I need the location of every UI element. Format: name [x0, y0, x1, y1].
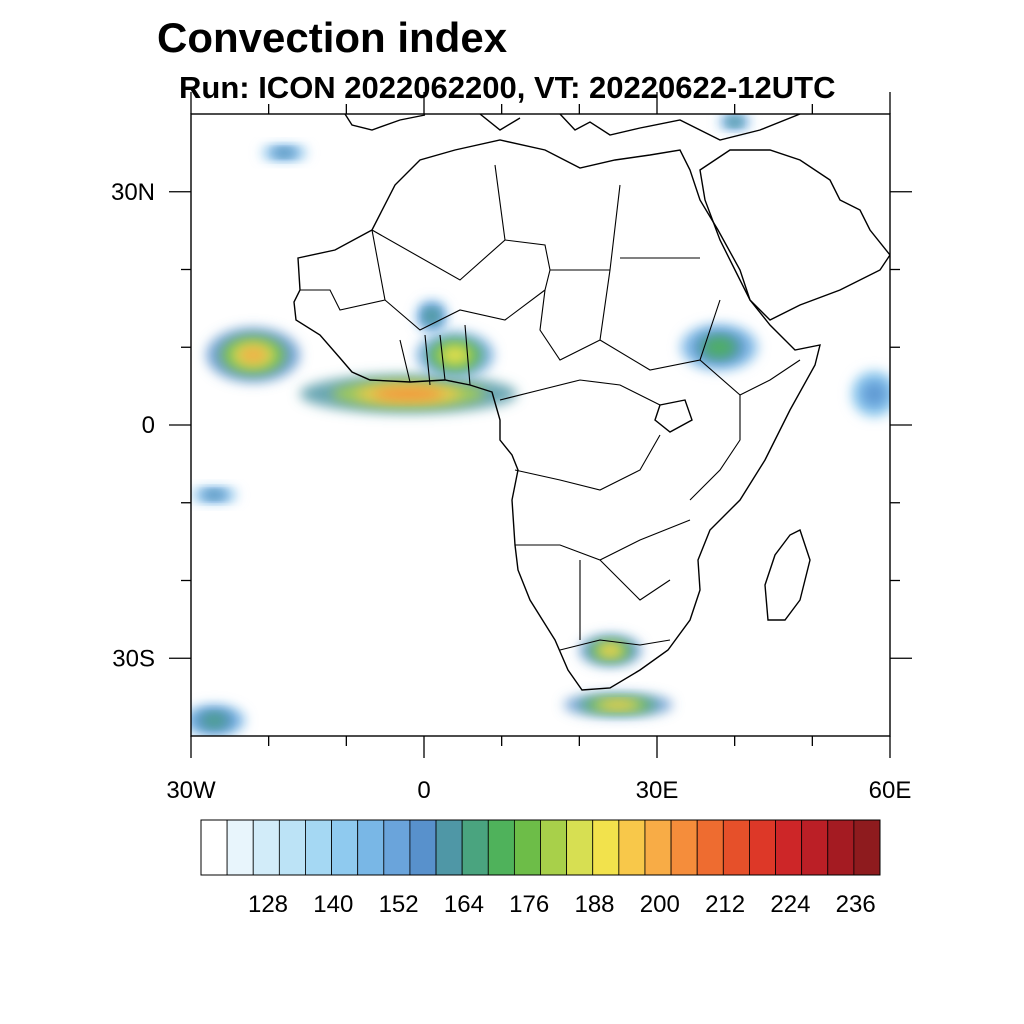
map-background — [191, 114, 890, 736]
map-plot-area — [191, 114, 890, 736]
border-south-africa — [559, 639, 671, 651]
colorbar-swatch — [305, 819, 332, 876]
convection-cell-southwest-corner — [191, 704, 246, 736]
colorbar-label: 236 — [836, 891, 876, 918]
arabia-coastline — [699, 149, 890, 321]
convection-contour — [600, 701, 636, 709]
map-ticks — [169, 92, 912, 758]
border-horn — [739, 359, 801, 396]
convection-cell-west-africa-monsoon-coast — [299, 374, 518, 414]
colorbar-swatch — [357, 819, 385, 876]
colorbar-swatch — [200, 819, 228, 876]
colorbar-label: 164 — [444, 891, 484, 918]
chart-subtitle: Run: ICON 2022062200, VT: 20220622-12UTC — [179, 70, 836, 105]
colorbar-label: 224 — [770, 891, 810, 918]
europe-coastline — [344, 114, 801, 141]
convection-contour — [600, 645, 621, 656]
convection-cell-south-africa-highveld — [579, 634, 642, 667]
colorbar-swatch — [592, 819, 620, 876]
convection-cell-ethiopia-cluster — [680, 323, 758, 371]
convection-contour — [276, 149, 292, 156]
lon-label: 60E — [869, 777, 912, 804]
colorbar: 128 140 152 164 176 188 200 212 224 236 — [200, 819, 881, 918]
colorbar-swatch — [409, 819, 437, 876]
africa-coastline — [293, 139, 821, 691]
colorbar-swatch — [801, 819, 829, 876]
colorbar-swatch — [278, 819, 306, 876]
colorbar-swatch — [226, 819, 254, 876]
colorbar-swatch — [513, 819, 541, 876]
chart-title: Convection index — [157, 14, 508, 61]
colorbar-swatch — [722, 819, 750, 876]
colorbar-swatch — [827, 819, 855, 876]
colorbar-swatch — [540, 819, 568, 876]
border-central-africa — [499, 379, 661, 406]
convection-contour — [204, 715, 225, 726]
convection-contour — [373, 387, 444, 401]
convection-contour — [206, 491, 222, 498]
colorbar-label: 188 — [574, 891, 614, 918]
convection-contour — [238, 346, 269, 364]
madagascar-coastline — [764, 529, 811, 621]
lake-victoria — [654, 399, 693, 433]
colorbar-label: 212 — [705, 891, 745, 918]
border-namibia — [579, 559, 671, 640]
border-sudan-ethiopia — [599, 299, 721, 371]
border-mali-niger — [384, 269, 551, 331]
colorbar-swatch — [696, 819, 724, 876]
colorbar-swatch — [435, 819, 463, 876]
lat-label: 30N — [111, 179, 155, 206]
convection-cell-south-atlantic-band — [191, 487, 238, 503]
convection-contour — [729, 118, 740, 125]
border-east-africa — [689, 359, 741, 501]
colorbar-swatch — [749, 819, 776, 876]
colorbar-swatch — [775, 819, 803, 876]
colorbar-label: 128 — [248, 891, 288, 918]
colorbar-label: 152 — [379, 891, 419, 918]
convection-contour — [706, 339, 732, 355]
lon-label: 30W — [166, 777, 216, 804]
border-congo-basin — [514, 434, 661, 491]
colorbar-label: 200 — [640, 891, 680, 918]
colorbar-swatch — [383, 819, 411, 876]
convection-cell-sahel-cluster — [416, 300, 448, 332]
map-tick-labels: 30N 0 30S 30W 0 30E 60E — [111, 179, 911, 804]
convection-cell-north-atlantic-band — [260, 145, 308, 161]
convection-contour — [426, 311, 437, 322]
border-chad-sudan — [539, 269, 611, 361]
convection-cell-indian-ocean-east — [851, 370, 890, 418]
convection-cell-mediterranean-band — [719, 114, 751, 130]
colorbar-label: 140 — [313, 891, 353, 918]
convection-contour — [442, 347, 468, 363]
colorbar-swatch — [644, 819, 672, 876]
border-sahara — [300, 229, 386, 311]
country-borders — [300, 164, 801, 651]
border-algeria-libya — [371, 164, 506, 281]
convection-contour — [867, 386, 882, 402]
colorbar-swatch — [566, 819, 594, 876]
colorbar-label: 176 — [509, 891, 549, 918]
lat-label: 30S — [112, 645, 155, 672]
border-coastal-states — [399, 324, 471, 386]
convection-field — [191, 114, 890, 736]
colorbar-swatch — [670, 819, 698, 876]
colorbar-swatch — [252, 819, 280, 876]
lon-label: 0 — [417, 777, 430, 804]
colorbar-frame — [200, 819, 881, 876]
colorbar-swatch — [461, 819, 489, 876]
colorbar-swatch — [853, 819, 881, 876]
colorbar-swatch — [331, 819, 359, 876]
convection-cell-atlantic-itcz-west — [206, 327, 300, 383]
lat-label: 0 — [142, 412, 155, 439]
lon-label: 30E — [636, 777, 679, 804]
colorbar-swatch — [618, 819, 646, 876]
convection-cell-nigeria-cluster — [416, 331, 494, 379]
coastlines — [293, 114, 890, 691]
convection-cell-southern-ocean-band — [563, 693, 673, 717]
colorbar-swatch — [487, 819, 515, 876]
